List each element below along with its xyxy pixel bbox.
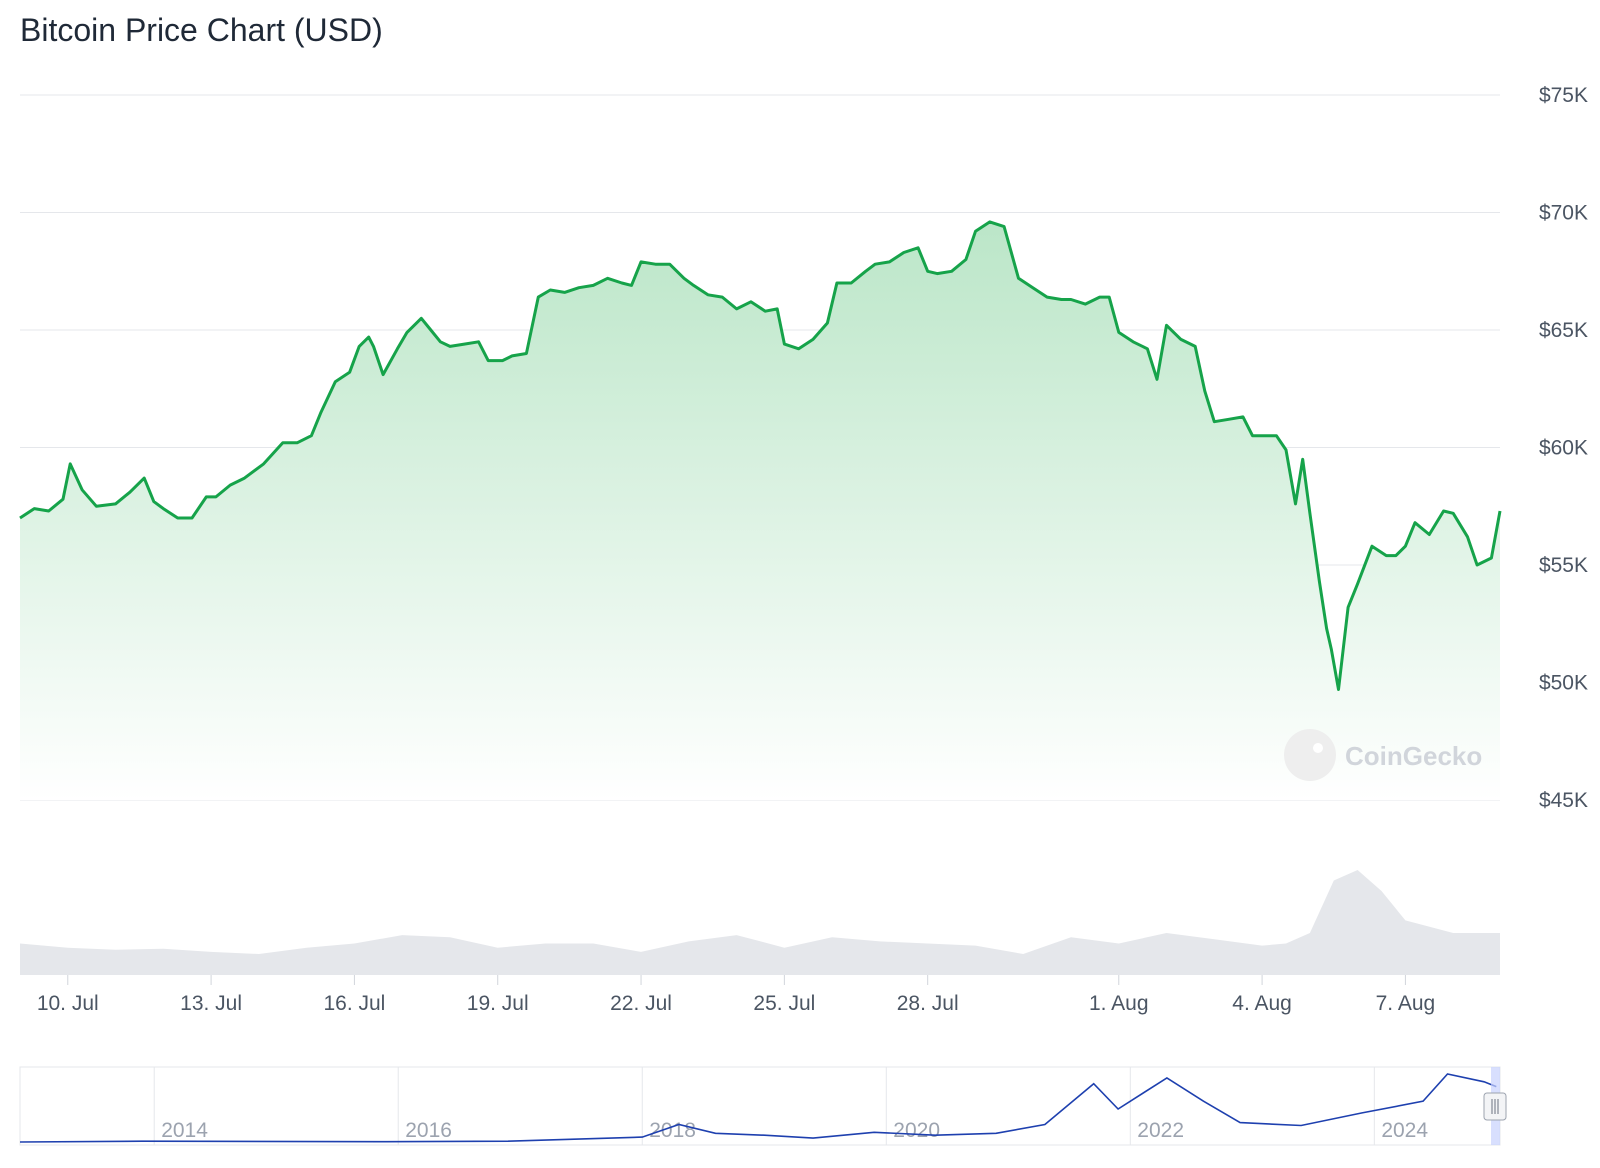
y-tick-label: $60K [1539, 437, 1588, 460]
y-tick-label: $45K [1539, 789, 1588, 812]
navigator: 2014 2016 2018 2020 2022 2024 [19, 1066, 1507, 1146]
navigator-handle[interactable] [1483, 1092, 1507, 1121]
navigator-line [19, 1073, 1497, 1143]
x-tick-label: 4. Aug [1232, 992, 1292, 1015]
navigator-frame [19, 1066, 1501, 1146]
navigator-tick-label: 2016 [405, 1119, 452, 1142]
price-line[interactable] [19, 220, 1502, 691]
y-tick-label: $70K [1539, 202, 1588, 225]
coingecko-watermark: CoinGecko [1284, 729, 1482, 781]
x-tick-label: 16. Jul [323, 992, 385, 1015]
coingecko-logo-eye [1313, 743, 1323, 753]
y-tick-label: $55K [1539, 554, 1588, 577]
volume-area [20, 870, 1500, 975]
x-axis-ticks: 10. Jul 13. Jul 16. Jul 19. Jul 22. Jul 25. J… [37, 975, 1435, 1015]
navigator-tick-label: 2024 [1381, 1119, 1428, 1142]
navigator-gridlines: 2014 2016 2018 2020 2022 2024 [153, 1067, 1428, 1145]
x-tick-label: 28. Jul [897, 992, 959, 1015]
y-tick-label: $65K [1539, 319, 1588, 342]
x-tick-label: 22. Jul [610, 992, 672, 1015]
x-tick-label: 7. Aug [1376, 992, 1436, 1015]
y-axis-ticks: $75K $70K $65K $60K $55K $50K $45K [1539, 84, 1588, 812]
x-tick-label: 10. Jul [37, 992, 99, 1015]
y-tick-label: $50K [1539, 672, 1588, 695]
price-area [20, 221, 1500, 800]
coingecko-logo-icon [1284, 729, 1336, 781]
x-tick-label: 19. Jul [467, 992, 529, 1015]
navigator-tick-label: 2014 [161, 1119, 208, 1142]
watermark-text: CoinGecko [1345, 741, 1482, 771]
chart-title: Bitcoin Price Chart (USD) [20, 12, 383, 48]
navigator-tick-label: 2022 [1137, 1119, 1184, 1142]
navigator-tick-label: 2020 [893, 1119, 940, 1142]
y-tick-label: $75K [1539, 84, 1588, 107]
x-tick-label: 1. Aug [1089, 992, 1149, 1015]
navigator-tick-label: 2018 [649, 1119, 696, 1142]
x-tick-label: 13. Jul [180, 992, 242, 1015]
x-tick-label: 25. Jul [753, 992, 815, 1015]
